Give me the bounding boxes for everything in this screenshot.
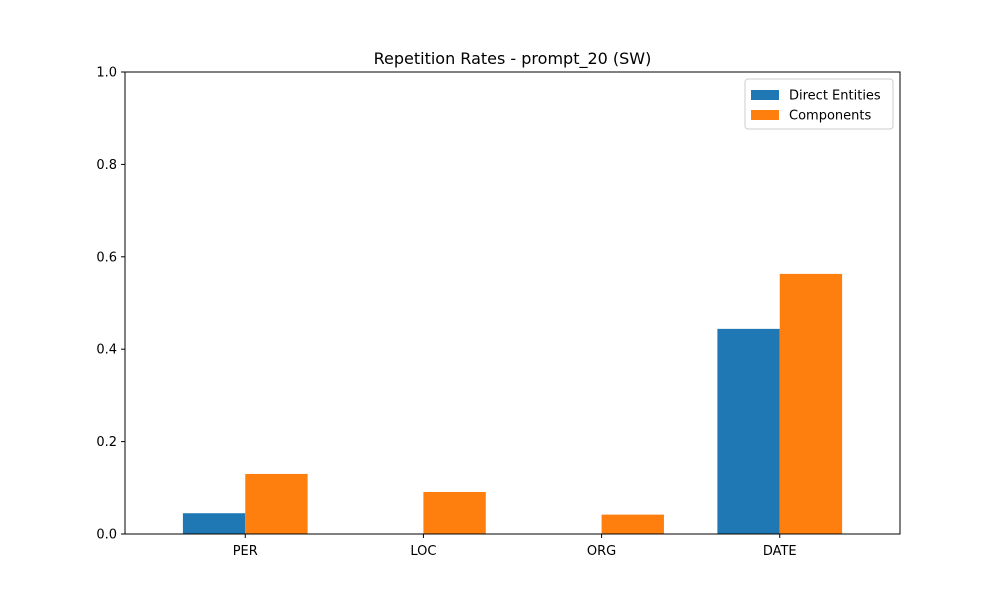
legend-label-components: Components xyxy=(789,109,871,124)
x-tick-label-date: DATE xyxy=(763,544,797,559)
legend-label-direct-entities: Direct Entities xyxy=(789,89,881,104)
bar-components-org xyxy=(601,514,664,534)
bar-components-loc xyxy=(423,491,486,534)
bar-components-per xyxy=(245,473,308,534)
legend-swatch-direct-entities xyxy=(751,90,779,100)
y-tick-label: 0.8 xyxy=(96,158,117,173)
y-tick-label: 1.0 xyxy=(96,66,117,81)
legend-frame xyxy=(744,78,894,130)
bar-components-date xyxy=(779,273,843,534)
legend: Direct Entities Components xyxy=(744,78,894,130)
y-tick-label: 0.2 xyxy=(96,435,117,450)
legend-swatch-components xyxy=(751,110,779,120)
y-axis: 0.0 0.2 0.4 0.6 0.8 1.0 xyxy=(96,66,125,543)
y-tick-label: 0.4 xyxy=(96,343,117,358)
x-tick-label-org: ORG xyxy=(587,544,616,559)
y-tick-label: 0.0 xyxy=(96,528,117,543)
bars-group xyxy=(182,273,843,534)
x-tick-label-loc: LOC xyxy=(410,544,436,559)
x-tick-label-per: PER xyxy=(233,544,258,559)
y-tick-label: 0.6 xyxy=(96,250,117,265)
bar-direct-entities-per xyxy=(182,513,246,534)
x-axis: PER LOC ORG DATE xyxy=(233,534,797,559)
chart-title: Repetition Rates - prompt_20 (SW) xyxy=(374,49,652,69)
plot-frame xyxy=(124,71,901,535)
bar-direct-entities-date xyxy=(717,328,780,534)
